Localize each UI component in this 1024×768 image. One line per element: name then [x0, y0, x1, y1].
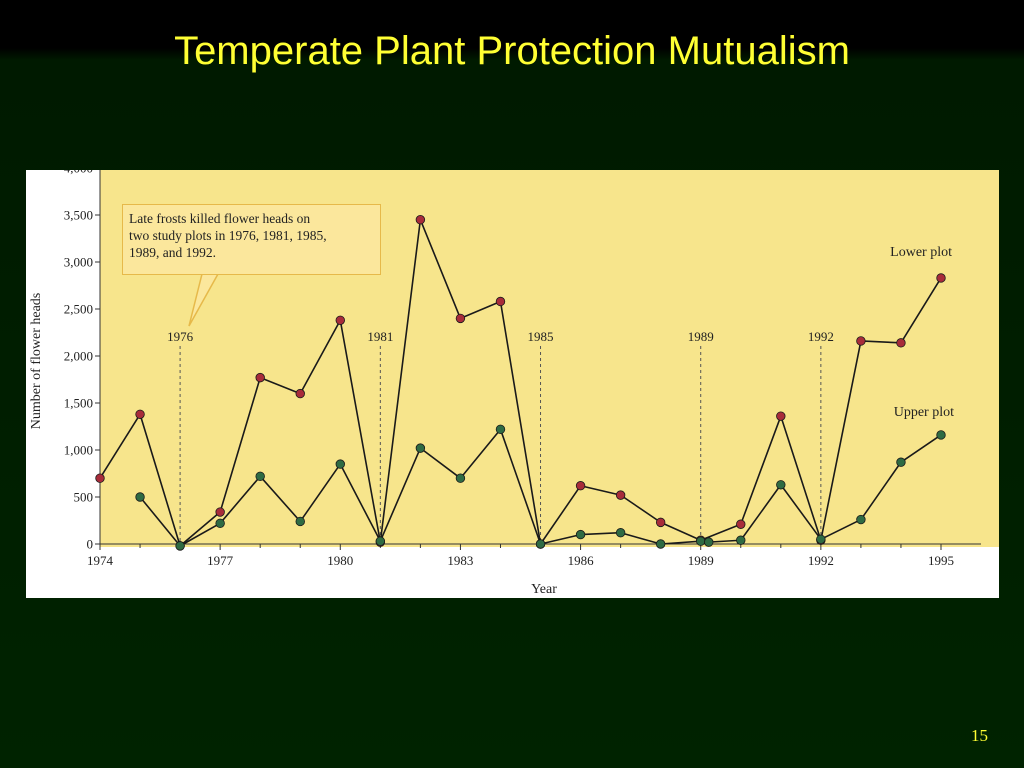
data-point-upper-plot: [215, 518, 225, 529]
data-point-upper-plot: [135, 492, 145, 502]
x-tick-label: 1992: [808, 553, 834, 568]
series-line-lower-plot: [99, 218, 942, 547]
data-point-upper-plot: [495, 424, 506, 435]
y-axis-title: Number of flower heads: [29, 293, 44, 429]
x-tick-label: 1989: [688, 553, 714, 568]
x-tick-label: 1980: [327, 553, 353, 568]
data-point-lower-plot: [455, 313, 466, 324]
data-point-upper-plot: [175, 541, 185, 551]
data-point-upper-plot: [415, 443, 426, 453]
data-point-upper-plot: [655, 539, 666, 549]
frost-marker-label: 1989: [688, 329, 714, 344]
data-point-lower-plot: [95, 473, 105, 483]
callout-line: two study plots in 1976, 1981, 1985,: [129, 228, 327, 243]
data-point-upper-plot: [615, 528, 626, 538]
data-point-lower-plot: [615, 490, 626, 500]
data-point-upper-plot: [816, 534, 826, 545]
data-point-upper-plot: [936, 430, 946, 440]
data-point-lower-plot: [415, 215, 426, 225]
axes: 0 500 1,000 1,500 2,000 2,500 3,000 3,500 4,000 1…: [64, 170, 981, 568]
data-point-upper-plot: [776, 480, 786, 490]
callout-pointer: [188, 273, 219, 327]
y-tick-label: 4,000: [64, 170, 93, 176]
x-tick-label: 1986: [568, 553, 595, 568]
data-point-lower-plot: [896, 338, 906, 348]
frost-marker-label: 1976: [167, 329, 194, 344]
data-point-lower-plot: [856, 336, 866, 346]
series-label-lower-plot: Lower plot: [890, 245, 952, 260]
y-tick-label: 3,500: [64, 208, 93, 223]
data-point-lower-plot: [655, 517, 666, 528]
data-point-upper-plot: [696, 536, 706, 546]
data-point-upper-plot: [575, 529, 586, 540]
x-axis-title: Year: [531, 582, 557, 597]
series-lines: [99, 218, 942, 547]
data-point-upper-plot: [335, 459, 345, 469]
data-point-upper-plot: [255, 471, 265, 482]
y-tick-label: 3,000: [64, 255, 93, 270]
x-tick-label: 1974: [87, 553, 114, 568]
x-tick-label: 1995: [928, 553, 954, 568]
data-point-lower-plot: [135, 409, 145, 419]
data-point-upper-plot: [736, 535, 746, 545]
y-tick-label: 2,000: [64, 349, 93, 364]
data-point-lower-plot: [776, 411, 786, 421]
data-point-lower-plot: [575, 481, 586, 491]
y-tick-label: 1,500: [64, 396, 93, 411]
y-tick-label: 500: [74, 490, 94, 505]
data-point-lower-plot: [215, 507, 225, 517]
x-tick-label: 1983: [447, 553, 473, 568]
chart-panel: 1976 1981 1985 1989 1992 0 500 1,000 1,500 2,000…: [26, 170, 999, 598]
frost-marker-label: 1985: [528, 329, 554, 344]
data-point-lower-plot: [495, 296, 506, 307]
series-markers: [95, 215, 946, 551]
series-line-upper-plot: [139, 428, 942, 547]
slide-title: Temperate Plant Protection Mutualism: [174, 29, 850, 73]
data-point-upper-plot: [896, 457, 906, 467]
data-point-lower-plot: [295, 388, 305, 399]
y-tick-label: 1,000: [64, 443, 93, 458]
page-number: 15: [971, 726, 988, 745]
data-point-upper-plot: [375, 536, 386, 546]
frost-annotation-callout: Late frosts killed flower heads on two s…: [122, 204, 381, 275]
data-point-upper-plot: [856, 514, 866, 525]
callout-line: Late frosts killed flower heads on: [129, 211, 311, 226]
data-point-upper-plot: [455, 473, 466, 483]
data-point-upper-plot: [535, 539, 546, 549]
callout-line: 1989, and 1992.: [129, 245, 216, 260]
data-point-lower-plot: [936, 273, 946, 283]
frost-markers: 1976 1981 1985 1989 1992: [167, 329, 834, 544]
data-point-lower-plot: [736, 519, 746, 529]
series-label-upper-plot: Upper plot: [894, 405, 954, 420]
data-point-lower-plot: [335, 315, 345, 325]
y-tick-label: 0: [87, 537, 94, 552]
data-point-lower-plot: [255, 372, 265, 383]
data-point-upper-plot: [704, 537, 714, 547]
data-point-upper-plot: [295, 516, 305, 527]
y-tick-label: 2,500: [64, 302, 93, 317]
frost-marker-label: 1992: [808, 329, 834, 344]
frost-marker-label: 1981: [367, 329, 393, 344]
x-tick-label: 1977: [207, 553, 234, 568]
